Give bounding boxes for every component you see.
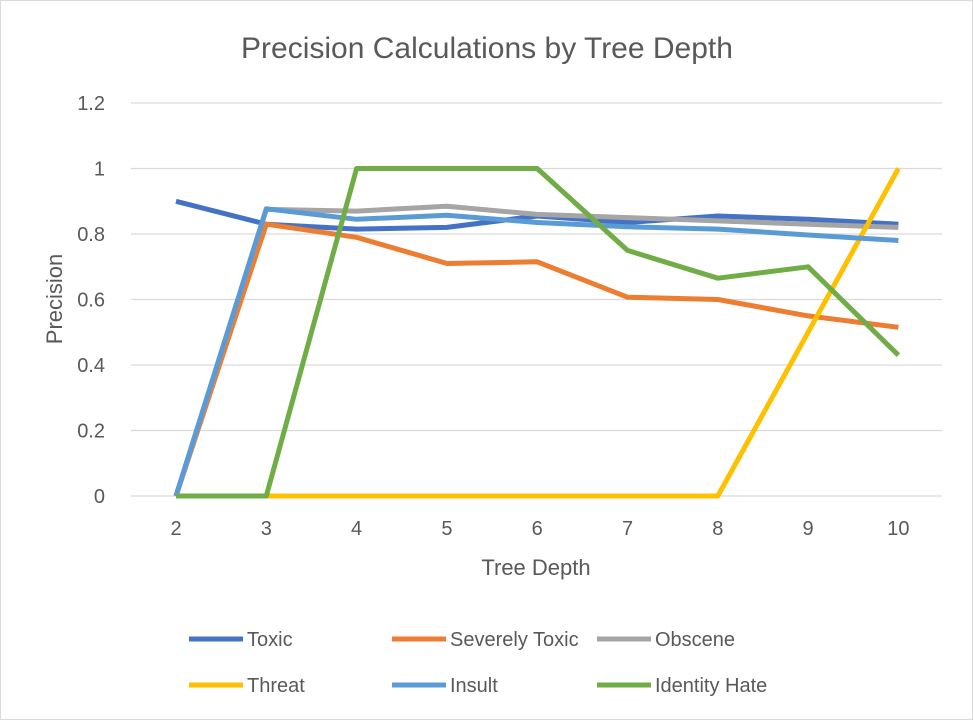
series-lines [173, 166, 901, 499]
legend-label: Toxic [247, 629, 293, 651]
x-axis-title: Tree Depth [481, 555, 590, 580]
legend-item: Threat [189, 675, 305, 697]
series-line-obscene [173, 203, 899, 497]
x-tick-label: 3 [261, 518, 272, 540]
legend: Toxic Severely Toxic Obscene Threat Insult Id… [189, 629, 767, 697]
y-tick-label: 0.6 [77, 290, 105, 312]
legend-label: Obscene [655, 629, 735, 651]
legend-label: Insult [450, 675, 498, 697]
y-tick-label: 0.2 [77, 421, 105, 443]
y-tick-label: 1 [94, 159, 105, 181]
legend-label: Identity Hate [655, 675, 767, 697]
x-tick-label: 9 [803, 518, 814, 540]
series-line-insult [173, 206, 899, 497]
x-tick-label: 6 [532, 518, 543, 540]
legend-item: Obscene [597, 629, 735, 651]
legend-item: Insult [392, 675, 498, 697]
x-axis-ticks: 2 3 4 5 6 7 8 9 10 [170, 518, 909, 540]
x-tick-label: 7 [622, 518, 633, 540]
legend-item: Toxic [189, 629, 293, 651]
y-tick-label: 0.4 [77, 355, 105, 377]
x-tick-label: 10 [887, 518, 909, 540]
legend-item: Severely Toxic [392, 629, 579, 651]
y-tick-label: 0 [94, 486, 105, 508]
y-tick-label: 0.8 [77, 224, 105, 246]
y-tick-label: 1.2 [77, 93, 105, 115]
y-axis-title: Precision [42, 254, 67, 344]
y-axis-ticks: 0 0.2 0.4 0.6 0.8 1 1.2 [77, 93, 105, 508]
series-line-severely-toxic [173, 221, 899, 497]
legend-label: Threat [247, 675, 305, 697]
x-tick-label: 2 [170, 518, 181, 540]
series-line-identity-hate [176, 166, 901, 499]
chart-title: Precision Calculations by Tree Depth [241, 32, 733, 65]
legend-item: Identity Hate [597, 675, 767, 697]
legend-label: Severely Toxic [450, 629, 579, 651]
x-tick-label: 8 [712, 518, 723, 540]
x-tick-label: 5 [441, 518, 452, 540]
x-tick-label: 4 [351, 518, 362, 540]
series-line-threat [176, 167, 901, 499]
gridlines [131, 102, 942, 497]
